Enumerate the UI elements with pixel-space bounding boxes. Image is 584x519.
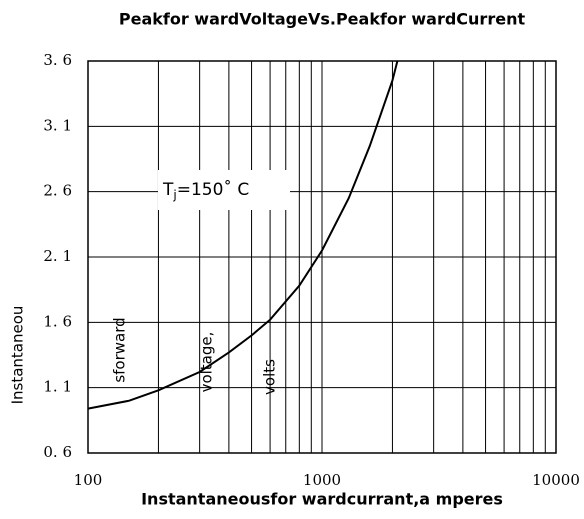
y-tick-label: 0. 6 (43, 443, 72, 461)
x-tick-label: 100 (74, 471, 103, 489)
annotation-part: j (172, 188, 176, 202)
y-tick-label: 3. 1 (43, 116, 72, 134)
y-axis-label: voltage, (198, 332, 216, 393)
x-tick-label: 1000 (303, 471, 341, 489)
annotation-part: T (162, 180, 174, 200)
data-line (87, 60, 399, 410)
y-axis-label: sforward (111, 317, 129, 382)
x-axis-label: Instantaneousfor wardcurrant,a mperes (141, 490, 503, 509)
plot-frame (87, 60, 557, 454)
y-tick-label: 2. 6 (43, 182, 72, 200)
y-tick-label: 1. 6 (43, 312, 72, 330)
annotation-bg (158, 170, 290, 210)
chart-title: Peakfor wardVoltageVs.Peakfor wardCurren… (119, 10, 526, 29)
y-tick-label: 1. 1 (43, 378, 72, 396)
x-tick-label: 10000 (532, 471, 580, 489)
annotation: Tj=150˚ C (162, 179, 249, 202)
y-axis-label: volts (261, 359, 279, 395)
annotation-part: =150˚ C (177, 179, 249, 200)
y-tick-label: 3. 6 (43, 51, 72, 69)
y-tick-label: 2. 1 (43, 247, 72, 265)
y-axis-label: Instantaneou (9, 306, 27, 405)
